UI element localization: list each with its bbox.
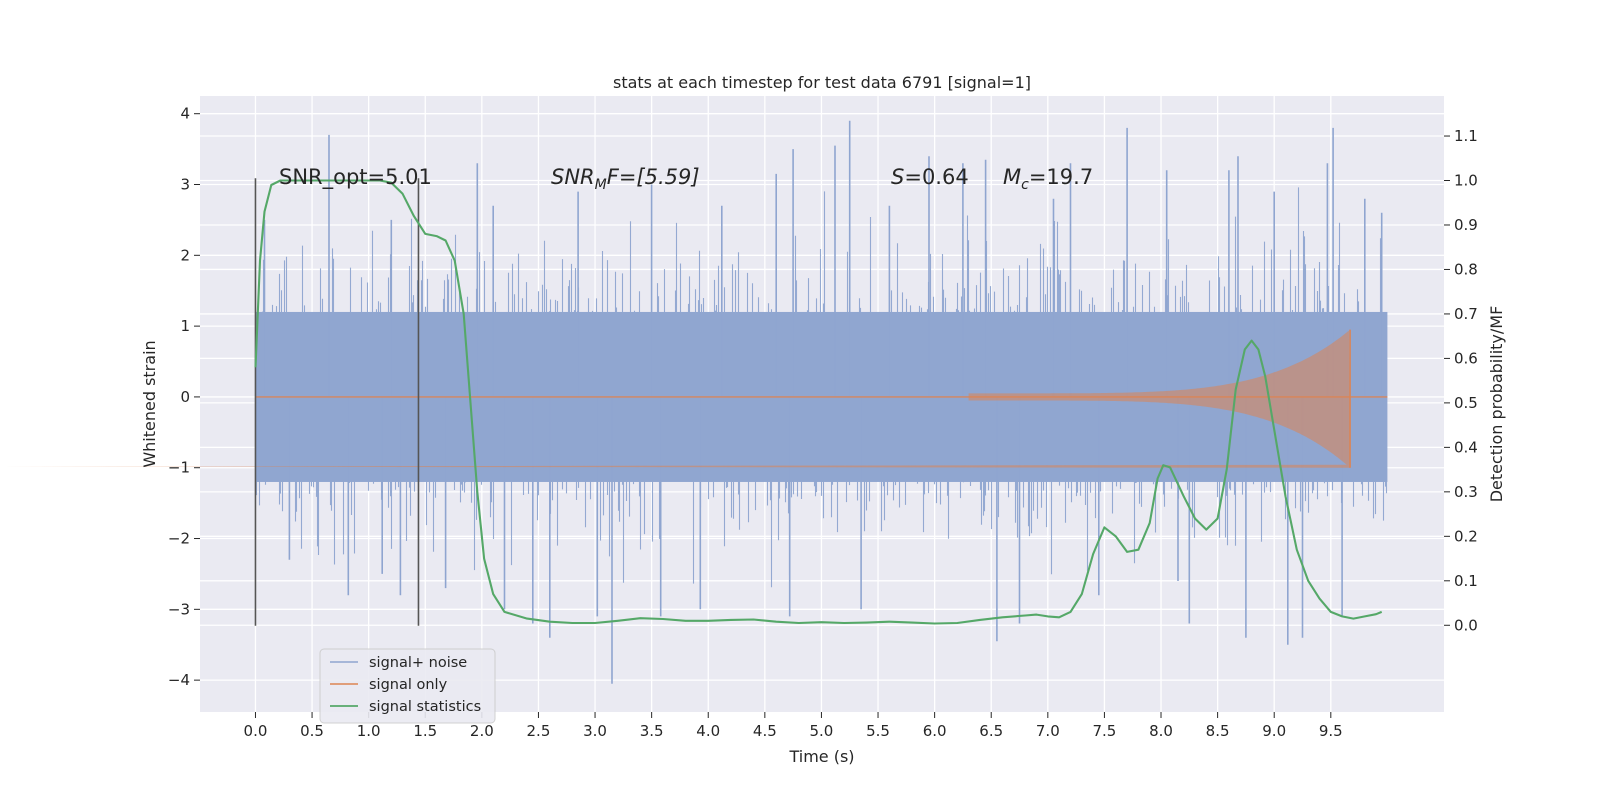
left-y-tick-labels: 4 3 2 1 0 −1 −2 −3 −4	[168, 105, 200, 689]
series-signal-only	[0, 329, 1388, 468]
y2-tick-label: 0.3	[1454, 483, 1478, 501]
x-tick-label: 7.0	[1036, 722, 1060, 740]
y2-tick-label: 0.1	[1454, 572, 1478, 590]
x-tick-label: 0.0	[244, 722, 268, 740]
x-tick-label: 8.0	[1149, 722, 1173, 740]
statistics-line	[254, 179, 1383, 625]
y2-tick-label: 0.8	[1454, 260, 1478, 278]
x-tick-label: 2.0	[470, 722, 494, 740]
y2-tick-label: 1.0	[1454, 172, 1478, 190]
x-axis-label: Time (s)	[788, 747, 854, 766]
y-tick-label: 0	[180, 388, 190, 406]
x-tick-label: 0.5	[300, 722, 324, 740]
y-tick-label: 3	[180, 176, 190, 194]
x-tick-label: 6.5	[979, 722, 1003, 740]
y-tick-label: −4	[168, 671, 190, 689]
x-tick-labels: 0.0 0.5 1.0 1.5 2.0 2.5 3.0 3.5 4.0 4.5 5.0 5.5 6.0 6…	[244, 712, 1343, 740]
x-tick-label: 9.0	[1262, 722, 1286, 740]
chart-title: stats at each timestep for test data 679…	[613, 73, 1031, 92]
legend-label-signal-statistics: signal statistics	[369, 699, 481, 715]
annotation-mc: Mc=19.7	[1003, 165, 1093, 193]
y2-tick-label: 0.5	[1454, 394, 1478, 412]
annotation-s: S=0.64	[891, 165, 969, 189]
y-tick-label: −1	[168, 459, 190, 477]
right-y-tick-labels: 1.1 1.0 0.9 0.8 0.7 0.6 0.5 0.4 0.3 0.2 0.1 0.0	[1444, 127, 1478, 634]
window-markers	[254, 178, 420, 626]
y-tick-label: 1	[180, 317, 190, 335]
legend-label-signal-only: signal only	[369, 677, 448, 693]
series-signal-statistics	[254, 179, 1383, 625]
x-tick-label: 3.5	[640, 722, 664, 740]
y2-tick-label: 0.7	[1454, 305, 1478, 323]
legend-label-signal-plus-noise: signal+ noise	[369, 655, 467, 671]
legend: signal+ noise signal only signal statist…	[319, 648, 496, 724]
y-tick-label: −2	[168, 530, 190, 548]
y2-tick-label: 0.2	[1454, 527, 1478, 545]
y-tick-label: 4	[180, 105, 190, 123]
y2-axis-label: Detection probability/MF	[1487, 306, 1506, 503]
y2-tick-label: 0.0	[1454, 616, 1478, 634]
y2-tick-label: 0.6	[1454, 349, 1478, 367]
x-tick-label: 8.5	[1206, 722, 1230, 740]
x-tick-label: 1.5	[413, 722, 437, 740]
y2-tick-label: 0.9	[1454, 216, 1478, 234]
x-tick-label: 5.0	[810, 722, 834, 740]
x-tick-label: 3.0	[583, 722, 607, 740]
x-tick-label: 6.0	[923, 722, 947, 740]
chirp-envelope	[0, 330, 1351, 468]
y2-tick-label: 0.4	[1454, 438, 1478, 456]
x-tick-label: 4.0	[696, 722, 720, 740]
y-tick-label: 2	[180, 246, 190, 264]
annotation-snr-mf: SNRMF=[5.59]	[551, 165, 700, 193]
legend-box	[319, 648, 496, 724]
noise-peaks	[263, 120, 1383, 684]
x-tick-label: 9.5	[1319, 722, 1343, 740]
y2-tick-label: 1.1	[1454, 127, 1478, 145]
annotation-snr-opt: SNR_opt=5.01	[279, 165, 432, 190]
x-tick-label: 4.5	[753, 722, 777, 740]
x-tick-label: 7.5	[1092, 722, 1116, 740]
x-tick-label: 2.5	[527, 722, 551, 740]
y-tick-label: −3	[168, 600, 190, 618]
x-tick-label: 5.5	[866, 722, 890, 740]
y-axis-label: Whitened strain	[140, 340, 159, 467]
x-tick-label: 1.0	[357, 722, 381, 740]
